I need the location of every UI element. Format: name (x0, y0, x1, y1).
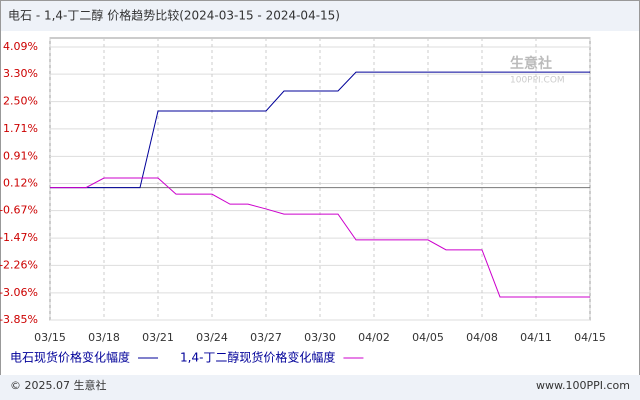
y-tick-label: -3.85% (0, 313, 38, 326)
y-tick-label: 1.71% (3, 122, 38, 135)
y-tick-label: 4.09% (3, 40, 38, 53)
y-tick-label: -2.26% (0, 258, 38, 271)
legend-label: 电石现货价格变化幅度 (10, 350, 130, 365)
y-tick-label: -0.67% (0, 204, 38, 217)
y-tick-label: 0.91% (3, 149, 38, 162)
footer-left: © 2025.07 生意社 (10, 378, 106, 392)
x-tick-label: 04/02 (358, 331, 390, 344)
x-tick-label: 03/27 (250, 331, 282, 344)
x-tick-label: 04/08 (466, 331, 498, 344)
chart-title: 电石 - 1,4-丁二醇 价格趋势比较(2024-03-15 - 2024-04… (8, 8, 340, 23)
x-tick-label: 04/05 (412, 331, 444, 344)
legend-label: 1,4-丁二醇现货价格变化幅度 (180, 350, 335, 365)
watermark: 生意社 (510, 55, 552, 72)
x-tick-label: 04/11 (520, 331, 552, 344)
y-tick-label: -1.47% (0, 231, 38, 244)
x-tick-label: 04/15 (574, 331, 606, 344)
x-tick-label: 03/18 (88, 331, 120, 344)
y-tick-label: 3.30% (3, 67, 38, 80)
y-tick-label: 0.12% (3, 177, 38, 190)
title-bar (1, 1, 639, 31)
series-line (50, 177, 590, 298)
x-tick-label: 03/24 (196, 331, 228, 344)
y-tick-label: -3.06% (0, 286, 38, 299)
x-tick-label: 03/21 (142, 331, 174, 344)
series-line (50, 71, 590, 189)
x-tick-label: 03/15 (34, 331, 66, 344)
footer-bar (0, 375, 640, 400)
x-tick-label: 03/30 (304, 331, 336, 344)
footer-right: www.100PPI.com (536, 379, 630, 392)
y-tick-label: 2.50% (3, 95, 38, 108)
watermark: 100PPI.COM (510, 76, 565, 86)
